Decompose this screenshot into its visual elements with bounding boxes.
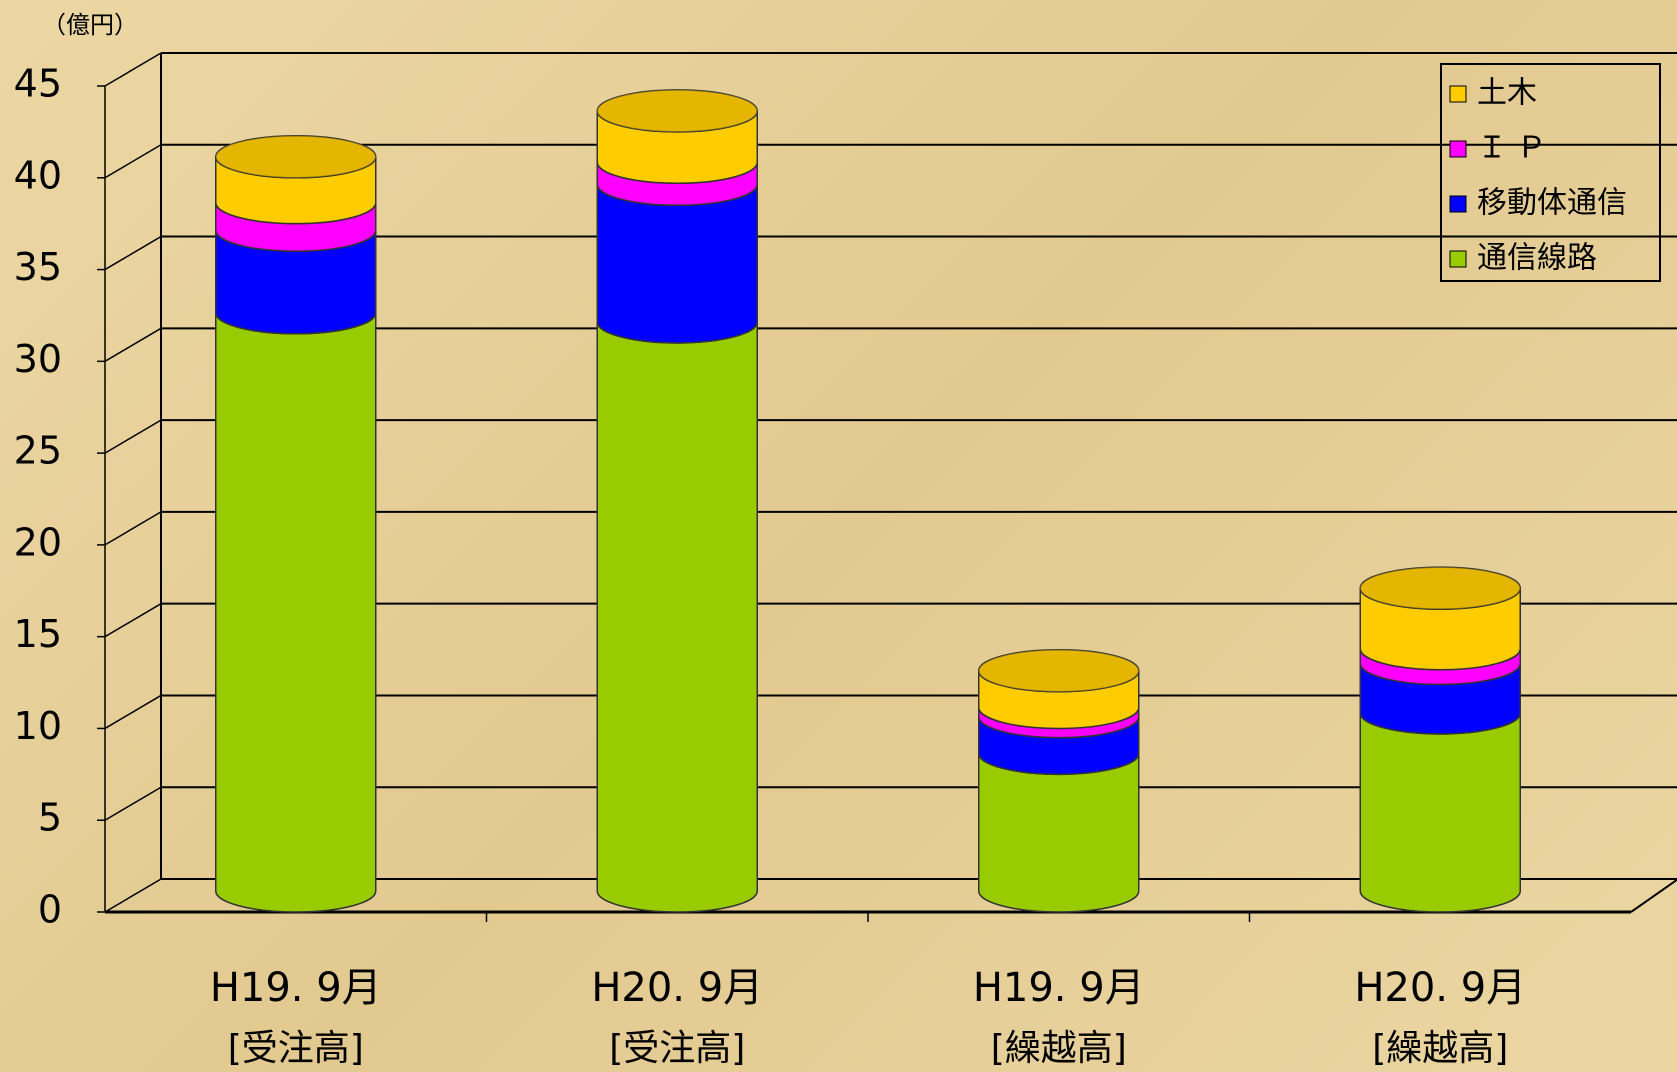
legend-label: Ｉ Ｐ bbox=[1477, 131, 1547, 166]
x-tick-sublabel: [受注高] bbox=[228, 1028, 364, 1069]
y-tick-label: 25 bbox=[14, 429, 62, 473]
bar-top-shade bbox=[597, 89, 758, 132]
grid-line bbox=[104, 511, 162, 546]
x-tick-label: H20. 9月 bbox=[1354, 965, 1526, 1011]
y-tick-label: 10 bbox=[14, 704, 62, 748]
grid-line bbox=[104, 144, 162, 179]
grid-line bbox=[104, 235, 162, 271]
x-tick-label: H19. 9月 bbox=[973, 965, 1145, 1011]
y-tick-label: 40 bbox=[14, 153, 62, 197]
x-tick-sublabel: [受注高] bbox=[609, 1028, 745, 1069]
y-tick-label: 20 bbox=[14, 520, 62, 564]
legend-label: 移動体通信 bbox=[1477, 186, 1627, 221]
bar-segment bbox=[596, 184, 758, 344]
legend-swatch bbox=[1449, 250, 1467, 268]
grid-line bbox=[104, 694, 162, 730]
legend-swatch bbox=[1449, 140, 1467, 158]
bar-segment bbox=[1359, 712, 1521, 913]
bar-segment bbox=[596, 321, 758, 913]
x-tick-sublabel: [繰越高] bbox=[1372, 1028, 1508, 1069]
bar-segment bbox=[978, 753, 1140, 913]
grid-line bbox=[104, 52, 162, 87]
x-tick-label: H20. 9月 bbox=[591, 965, 763, 1011]
grid-line bbox=[104, 786, 162, 821]
y-tick-label: 35 bbox=[14, 245, 62, 289]
bar-top-shade bbox=[978, 649, 1139, 692]
y-tick-label: 30 bbox=[14, 337, 62, 381]
legend-label: 通信線路 bbox=[1477, 241, 1597, 276]
legend-box bbox=[1440, 63, 1661, 282]
legend-label: 土木 bbox=[1477, 76, 1537, 111]
bar-top-shade bbox=[1360, 567, 1521, 610]
x-tick-label: H19. 9月 bbox=[210, 965, 382, 1011]
y-tick-label: 5 bbox=[38, 796, 62, 840]
y-tick-label: 0 bbox=[38, 888, 62, 932]
legend-swatch bbox=[1449, 85, 1467, 103]
grid-line bbox=[104, 878, 162, 913]
y-tick-label: 45 bbox=[14, 62, 62, 106]
grid-line bbox=[104, 603, 162, 638]
bar-segment bbox=[215, 312, 377, 913]
floor-right bbox=[1630, 878, 1677, 913]
y-axis-label: （億円） bbox=[42, 11, 138, 39]
legend-swatch bbox=[1449, 195, 1467, 213]
bar-top-shade bbox=[215, 135, 376, 178]
x-tick-sublabel: [繰越高] bbox=[991, 1028, 1127, 1069]
y-tick-label: 15 bbox=[14, 612, 62, 656]
grid-line bbox=[104, 419, 162, 454]
grid-line bbox=[104, 327, 162, 362]
